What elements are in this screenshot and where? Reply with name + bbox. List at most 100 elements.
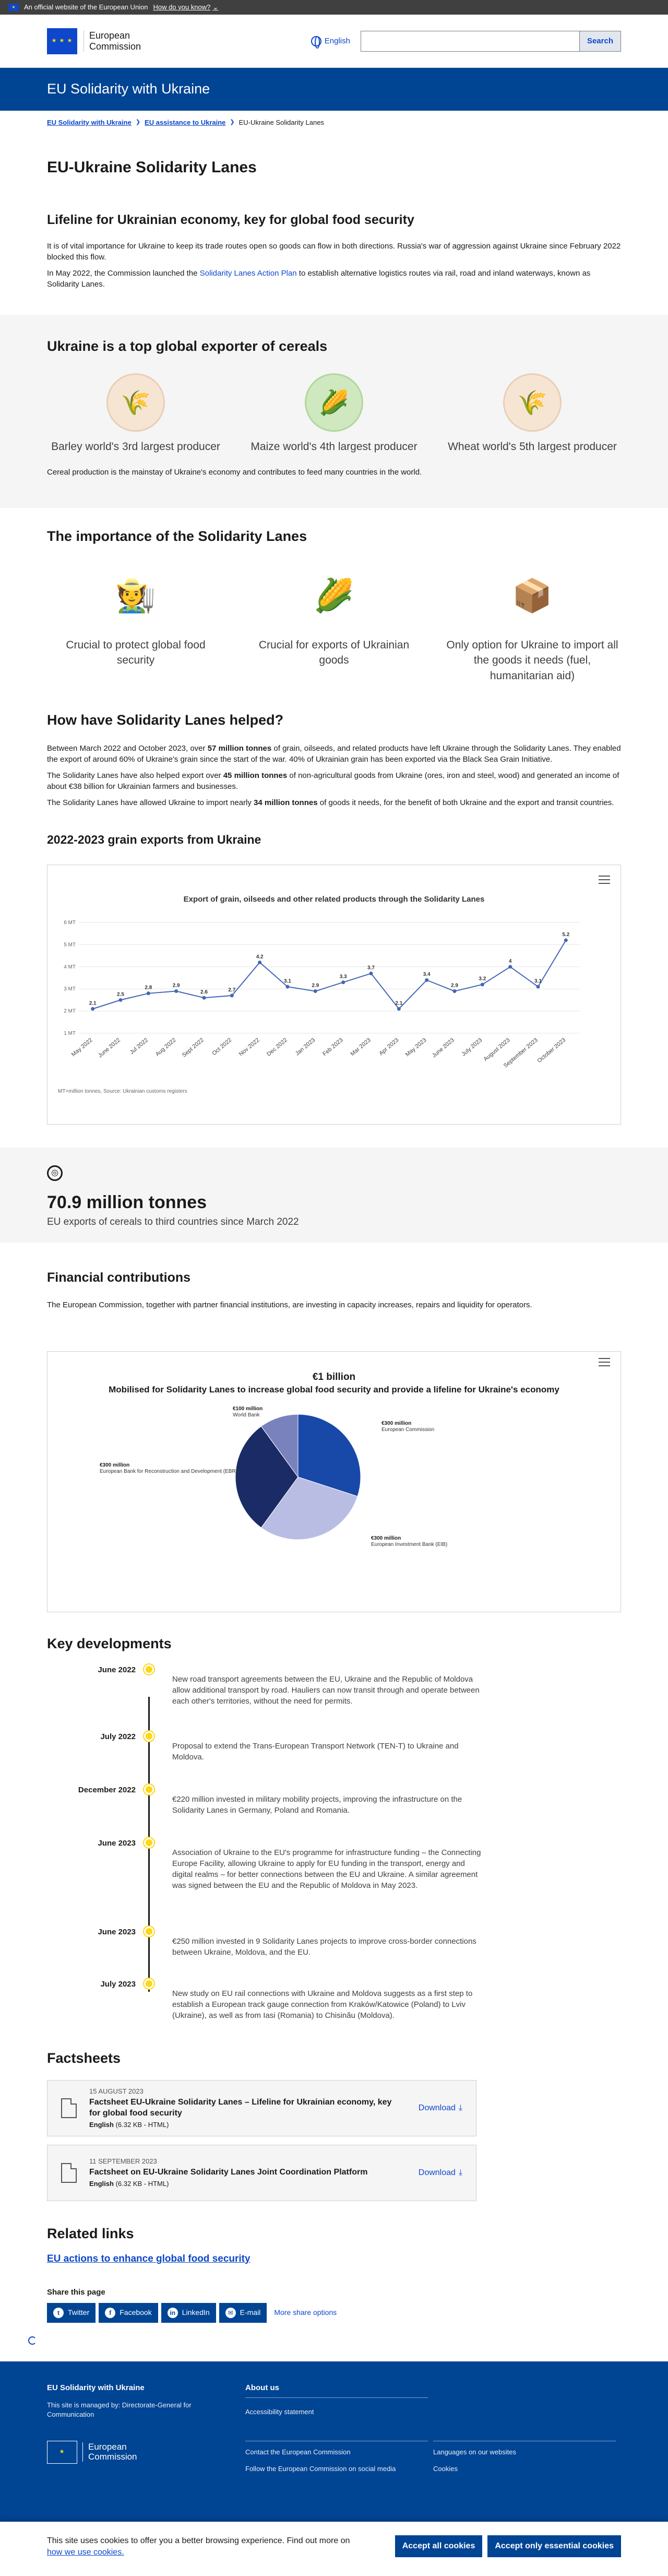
contact-commission-link[interactable]: Contact the European Commission [245,2448,351,2456]
accept-essential-cookies-button[interactable]: Accept only essential cookies [487,2535,621,2558]
data-label: 3.4 [423,972,431,977]
slice-label: European Investment Bank (EIB) [371,1542,447,1547]
slice-value-label: €300 million [381,1421,411,1426]
factsheet-item: 15 AUGUST 2023 Factsheet EU-Ukraine Soli… [47,2079,476,2136]
chart-title: Export of grain, oilseeds and other rela… [184,895,485,904]
timeline-dot [144,1837,154,1848]
grain-export-icon: 🌽 [314,577,354,614]
pie-chart: €1 billion Mobilised for Solidarity Lanes… [100,1372,559,1547]
chart-menu-icon[interactable] [599,1358,610,1367]
food-security-icon: 🧑‍🌾 [115,577,156,614]
timeline-dot [144,1926,154,1936]
x-tick-label: Apr 2023 [378,1037,400,1057]
pie-slice [260,1476,358,1540]
x-tick-label: May 2023 [404,1037,428,1058]
slice-value-label: €300 million [100,1462,129,1468]
lifeline-paragraph: In May 2022, the Commission launched the… [47,269,591,289]
download-icon: ⤓ [458,2103,462,2112]
y-tick-label: 3 MT [64,986,76,992]
data-label: 3.2 [479,976,486,982]
x-tick-label: Aug 2022 [154,1037,177,1057]
share-heading: Share this page [47,2288,105,2297]
x-tick-label: Mar 2023 [350,1037,372,1057]
data-label: 2.9 [173,983,180,989]
breadcrumb-link[interactable]: EU Solidarity with Ukraine [47,119,132,126]
helped-paragraph: Between March 2022 and October 2023, ove… [47,743,621,764]
timeline-dot [144,1978,154,1989]
related-link[interactable]: EU actions to enhance global food securi… [47,2253,250,2264]
eu-flag-icon: ★ ★ ★ [47,28,77,54]
cookie-policy-link[interactable]: how we use cookies. [47,2548,124,2557]
footer-ec-logo[interactable]: ★ European Commission [47,2440,245,2464]
data-point [91,1007,95,1011]
data-label: 5.2 [562,932,569,938]
twitter-icon: t [53,2308,64,2319]
stat-value: 70.9 million tonnes [47,1192,207,1213]
importance-heading: The importance of the Solidarity Lanes [47,528,307,545]
slice-label: European Bank for Reconstruction and Dev… [100,1469,241,1474]
data-point [452,989,457,994]
breadcrumb-link[interactable]: EU assistance to Ukraine [145,119,226,126]
action-plan-link[interactable]: Solidarity Lanes Action Plan [199,269,297,278]
slice-value-label: €100 million [233,1406,263,1412]
share-facebook-button[interactable]: f Facebook [99,2303,158,2323]
accessibility-link[interactable]: Accessibility statement [245,2408,314,2416]
search-button[interactable]: Search [579,30,621,52]
download-link[interactable]: Download ⤓ [419,2102,462,2114]
follow-social-link[interactable]: Follow the European Commission on social… [245,2464,396,2473]
search-form: Search [360,30,621,52]
x-tick-label: Oct 2022 [211,1037,233,1057]
factsheets-heading: Factsheets [47,2050,121,2066]
x-tick-label: Sept 2022 [181,1037,205,1058]
footer-about-heading: About us [245,2383,279,2393]
breadcrumb-current: EU-Ukraine Solidarity Lanes [238,119,324,126]
data-point [369,972,373,976]
cereals-note: Cereal production is the mainstay of Ukr… [47,468,422,477]
european-commission-logo[interactable]: ★ ★ ★ European Commission [47,28,141,54]
more-share-options-link[interactable]: More share options [274,2308,337,2317]
cookie-banner: This site uses cookies to offer you a be… [0,2522,668,2576]
chart-menu-icon[interactable] [599,876,610,884]
linkedin-icon: in [167,2308,178,2319]
x-tick-label: August 2023 [483,1037,511,1062]
site-title[interactable]: EU Solidarity with Ukraine [47,81,210,97]
accept-all-cookies-button[interactable]: Accept all cookies [395,2535,483,2558]
pie-chart-container: €1 billion Mobilised for Solidarity Lanes… [47,1351,621,1613]
developments-heading: Key developments [47,1636,172,1652]
languages-link[interactable]: Languages on our websites [433,2448,517,2456]
search-input[interactable] [360,30,580,52]
data-point [341,980,345,985]
barley-icon: 🌾 [106,373,165,432]
pie-slice [235,1426,299,1528]
importance-card: 🧑‍🌾 Crucial to protect global food secur… [47,562,224,683]
share-email-button[interactable]: ✉ E-mail [219,2303,267,2323]
series-line [92,940,567,1010]
breadcrumb: EU Solidarity with Ukraine ❯ EU assistan… [47,111,621,133]
x-tick-label: June 2023 [431,1037,456,1059]
grain-exports-heading: 2022-2023 grain exports from Ukraine [47,832,261,846]
cereals-section: Ukraine is a top global exporter of cere… [0,315,668,509]
footer-site-name[interactable]: EU Solidarity with Ukraine [47,2383,145,2393]
y-tick-label: 1 MT [64,1031,76,1036]
share-linkedin-button[interactable]: in LinkedIn [161,2303,216,2323]
x-tick-label: Jan 2023 [294,1037,316,1057]
share-twitter-button[interactable]: t Twitter [47,2303,96,2323]
how-do-you-know-link[interactable]: How do you know? ⌄ [153,3,219,12]
timeline-dot [144,1731,154,1741]
timeline-item: June 2023 Association of Ukraine to the … [98,1837,481,1890]
data-point [480,983,484,987]
cookie-text: This site uses cookies to offer you a be… [47,2536,350,2545]
data-label: 4.2 [256,954,264,960]
cookies-link[interactable]: Cookies [433,2464,458,2473]
importance-card: 🌽 Crucial for exports of Ukrainian goods [245,562,423,683]
data-point [564,938,568,942]
facebook-icon: f [105,2308,116,2319]
slice-value-label: €300 million [371,1535,401,1541]
data-label: 3.7 [367,965,375,971]
cereal-card: 🌽 Maize world's 4th largest producer [245,373,423,454]
language-selector[interactable]: English [311,36,350,49]
pie-slice [297,1414,361,1497]
download-link[interactable]: Download ⤓ [419,2167,462,2179]
lifeline-heading: Lifeline for Ukrainian economy, key for … [47,212,414,228]
x-tick-label: Feb 2023 [321,1037,344,1057]
